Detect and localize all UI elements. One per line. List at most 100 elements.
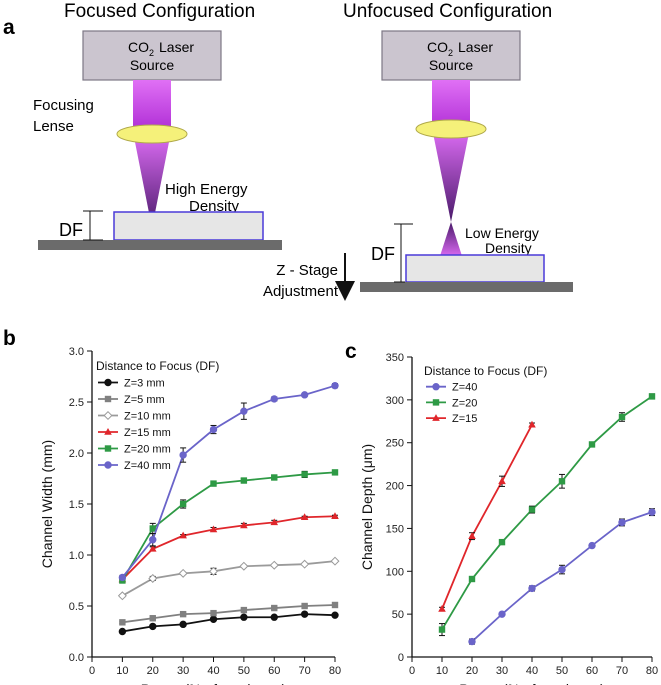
focus-cone xyxy=(134,137,170,228)
b-point-Z=5 mm xyxy=(240,606,248,614)
b-point-Z=40 mm xyxy=(240,407,248,415)
c-point-Z=20 xyxy=(468,575,476,583)
b-legend-label: Z=15 mm xyxy=(124,427,171,439)
c-point-Z=40 xyxy=(558,565,566,574)
c-point-Z=15 xyxy=(438,605,446,612)
c-point-Z=40 xyxy=(468,637,476,646)
b-x-axis-label: Power (% of maximum) xyxy=(141,681,286,685)
b-point-Z=10 mm xyxy=(208,566,219,576)
panel-a-label: a xyxy=(3,16,15,39)
b-point-Z=40 mm xyxy=(209,425,218,434)
df-label-focused: DF xyxy=(59,220,83,240)
c-y-tick-label: 200 xyxy=(386,481,404,493)
b-point-Z=3 mm xyxy=(118,627,127,636)
c-point-Z=40 xyxy=(648,508,656,516)
b-point-Z=15 mm xyxy=(270,518,279,526)
c-x-tick-label: 50 xyxy=(556,665,568,677)
b-point-Z=3 mm xyxy=(149,622,157,631)
c-line-Z=20 xyxy=(441,395,653,631)
focusing-label-1: Focusing xyxy=(33,97,94,114)
stage-label-1: Z - Stage xyxy=(276,262,338,279)
stage-label-2: Adjustment xyxy=(263,283,339,300)
low-energy-label-2: Density xyxy=(485,240,532,256)
diverging-cone xyxy=(440,222,462,256)
c-point-Z=20 xyxy=(498,538,506,546)
c-point-Z=15 xyxy=(498,477,506,485)
panel-b-label: b xyxy=(3,327,16,350)
focused-configuration: Focused Configuration CO2 Laser Source Fo… xyxy=(33,1,282,250)
high-energy-label-2: Density xyxy=(189,198,240,215)
b-legend-label: Z=40 mm xyxy=(124,460,171,472)
b-point-Z=20 mm xyxy=(331,469,339,476)
c-legend-title: Distance to Focus (DF) xyxy=(424,364,547,378)
laser-source-co-2: CO2 Laser xyxy=(427,39,493,58)
b-point-Z=5 mm xyxy=(331,601,339,609)
laser-beam xyxy=(133,80,171,130)
b-point-Z=10 mm xyxy=(269,560,279,570)
c-point-Z=20 xyxy=(558,478,566,485)
df-bracket-unfocused xyxy=(394,223,413,283)
b-point-Z=20 mm xyxy=(240,477,248,484)
focusing-label-2: Lense xyxy=(33,118,74,135)
c-y-tick-label: 150 xyxy=(386,523,404,535)
b-point-Z=15 mm xyxy=(179,531,187,539)
b-legend-label: Z=5 mm xyxy=(124,394,165,406)
c-legend-label: Z=15 xyxy=(452,413,477,425)
b-point-Z=5 mm xyxy=(179,610,187,618)
b-series-Z=15 mm xyxy=(118,512,339,583)
b-point-Z=3 mm xyxy=(209,615,218,623)
chart-channel-width: 0 10 20 30 40 50 60 70 80 0.0 0.5 1.0 1.5 2.0 2.5 3.0 Po… xyxy=(39,346,341,685)
b-y-tick-label: 0.5 xyxy=(69,601,84,613)
b-point-Z=5 mm xyxy=(271,604,278,612)
high-energy-label-1: High Energy xyxy=(165,181,248,198)
laser-source-box xyxy=(82,30,222,81)
b-point-Z=3 mm xyxy=(179,620,187,629)
c-y-tick-label: 0 xyxy=(398,652,404,664)
b-series-Z=3 mm xyxy=(118,610,339,636)
b-series-Z=10 mm xyxy=(117,556,340,601)
b-point-Z=10 mm xyxy=(148,573,158,583)
c-y-tick-label: 250 xyxy=(386,438,404,450)
b-point-Z=5 mm xyxy=(119,619,126,626)
b-point-Z=3 mm xyxy=(331,611,339,619)
panel-c-label: c xyxy=(345,340,357,363)
unfocused-configuration: Unfocused Configuration CO2 Laser Source … xyxy=(263,1,573,301)
b-point-Z=15 mm xyxy=(300,513,309,521)
laser-source-label: Source xyxy=(130,57,175,73)
b-legend: Distance to Focus (DF) Z=3 mm Z=5 mm Z=10 m… xyxy=(96,359,219,472)
c-point-Z=20 xyxy=(528,506,536,513)
c-point-Z=20 xyxy=(618,413,626,421)
b-y-tick-label: 3.0 xyxy=(69,346,84,358)
b-series-Z=5 mm xyxy=(119,601,339,626)
b-point-Z=20 mm xyxy=(149,525,156,532)
b-y-axis-label: Channel Width (mm) xyxy=(39,440,55,568)
b-legend-marker xyxy=(104,461,112,469)
c-line-Z=40 xyxy=(471,511,653,643)
b-y-tick-label: 1.0 xyxy=(69,550,84,562)
b-point-Z=40 mm xyxy=(300,391,309,399)
b-point-Z=40 mm xyxy=(179,451,187,459)
b-point-Z=20 mm xyxy=(301,471,308,478)
c-y-tick-label: 350 xyxy=(386,352,404,364)
c-x-tick-label: 70 xyxy=(616,665,628,677)
b-y-tick-label: 0.0 xyxy=(69,652,84,664)
b-x-tick-label: 70 xyxy=(299,665,311,677)
panel-c: c 0 10 20 30 40 50 60 70 80 0 50 100 150 200 250 300 350… xyxy=(345,340,658,685)
chart-channel-depth: 0 10 20 30 40 50 60 70 80 0 50 100 150 200 250 300 350 Po… xyxy=(359,352,658,685)
c-x-tick-label: 10 xyxy=(436,665,448,677)
c-series-Z=20 xyxy=(438,393,656,637)
b-legend-marker xyxy=(103,410,113,421)
panel-a: a Focused Configuration CO2 Laser Source … xyxy=(3,1,573,301)
c-series-Z=15 xyxy=(438,420,536,612)
b-point-Z=15 mm xyxy=(148,544,157,552)
b-legend-marker xyxy=(104,428,112,435)
df-label-unfocused: DF xyxy=(371,244,395,264)
b-point-Z=15 mm xyxy=(209,525,218,533)
b-x-tick-label: 20 xyxy=(147,665,159,677)
c-y-tick-label: 100 xyxy=(386,566,404,578)
b-line-Z=10 mm xyxy=(121,560,336,597)
b-legend-label: Z=3 mm xyxy=(124,378,165,390)
b-legend-label: Z=10 mm xyxy=(124,411,171,423)
c-legend-label: Z=40 xyxy=(452,382,477,394)
